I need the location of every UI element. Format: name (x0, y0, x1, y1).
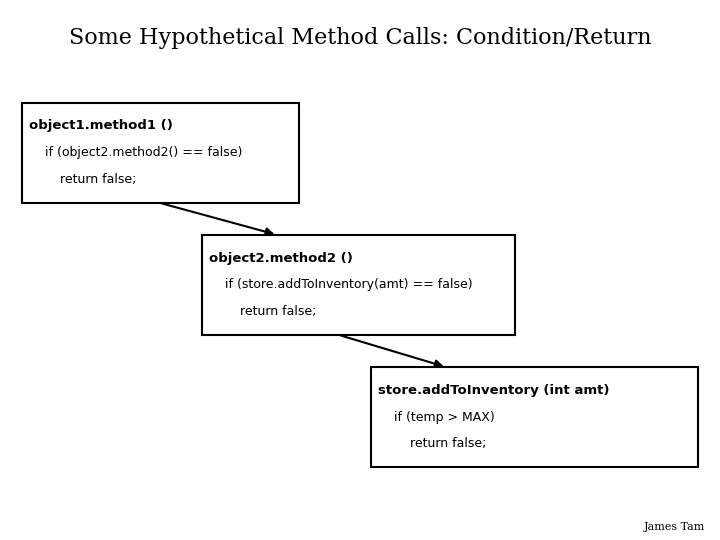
Text: return false;: return false; (240, 305, 317, 318)
Text: object2.method2 (): object2.method2 () (209, 252, 353, 265)
Text: if (object2.method2() == false): if (object2.method2() == false) (45, 146, 242, 159)
Text: store.addToInventory (int amt): store.addToInventory (int amt) (378, 384, 610, 397)
Bar (22, 103, 299, 202)
Text: if (temp > MAX): if (temp > MAX) (394, 410, 495, 424)
Bar (371, 367, 698, 467)
Text: if (store.addToInventory(amt) == false): if (store.addToInventory(amt) == false) (225, 278, 472, 292)
Text: return false;: return false; (410, 437, 486, 450)
Text: Some Hypothetical Method Calls: Condition/Return: Some Hypothetical Method Calls: Conditio… (68, 27, 652, 49)
Text: object1.method1 (): object1.method1 () (29, 119, 173, 132)
Text: James Tam: James Tam (644, 522, 706, 532)
Bar (202, 235, 515, 335)
Text: return false;: return false; (60, 173, 137, 186)
